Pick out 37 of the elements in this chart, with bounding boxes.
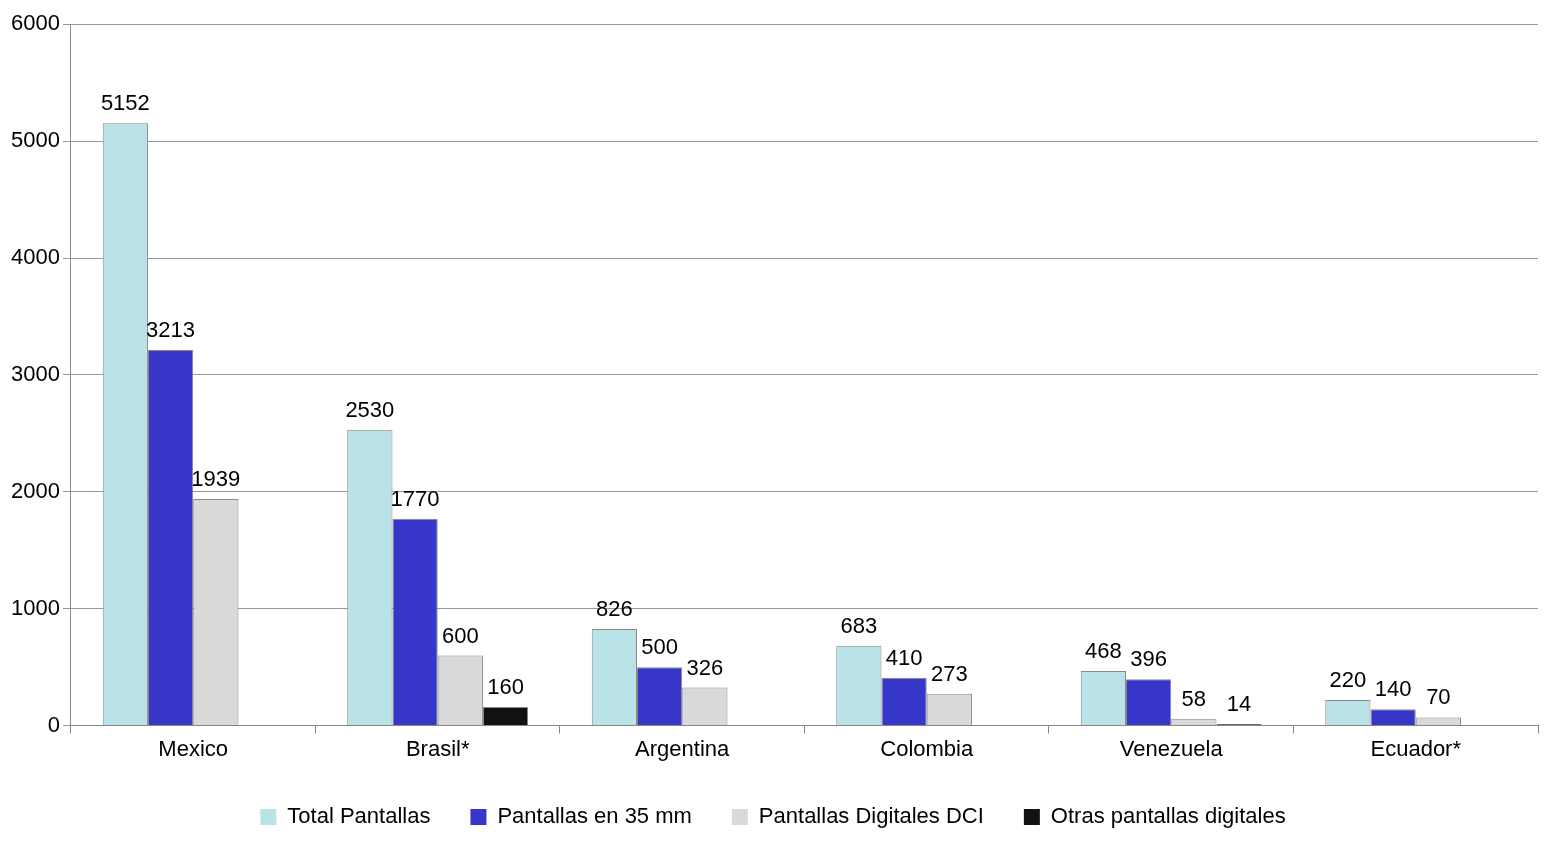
x-tick-label: Brasil* — [405, 735, 470, 761]
y-tick-label: 1000 — [10, 594, 60, 620]
y-tick-label: 2000 — [10, 477, 60, 503]
data-label: 160 — [487, 673, 524, 699]
data-label: 58 — [1181, 685, 1207, 711]
data-label: 273 — [930, 660, 968, 686]
data-label: 826 — [596, 596, 633, 622]
data-label: 410 — [885, 644, 923, 670]
data-label: 14 — [1226, 691, 1252, 717]
data-label: 468 — [1085, 637, 1122, 663]
data-label: 326 — [686, 654, 724, 680]
legend-label: Otras pantallas digitales — [1050, 803, 1286, 829]
y-tick-label: 0 — [47, 711, 60, 737]
y-tick-label: 4000 — [10, 244, 60, 270]
data-label: 600 — [441, 622, 479, 648]
data-label: 140 — [1374, 676, 1412, 702]
data-label: 396 — [1130, 646, 1167, 672]
x-tick-label: Argentina — [635, 735, 731, 761]
y-tick-label: 5000 — [10, 127, 60, 153]
data-label: 5152 — [100, 90, 150, 116]
data-label: 683 — [840, 612, 878, 638]
y-tick-label: 6000 — [10, 10, 60, 36]
x-tick-label: Colombia — [880, 735, 974, 761]
data-label: 70 — [1426, 684, 1451, 710]
data-label: 500 — [641, 634, 678, 660]
x-tick-label: Venezuela — [1119, 735, 1224, 761]
data-label: 1770 — [390, 485, 440, 511]
data-label: 3213 — [146, 317, 196, 343]
y-tick-label: 3000 — [10, 360, 60, 386]
data-label: 2530 — [345, 396, 395, 422]
legend-label: Total Pantallas — [287, 803, 431, 829]
legend-label: Pantallas en 35 mm — [497, 803, 692, 829]
x-tick-label: Ecuador* — [1370, 735, 1462, 761]
legend-label: Pantallas Digitales DCI — [758, 803, 984, 829]
x-tick-label: Mexico — [158, 735, 229, 761]
data-label: 1939 — [191, 465, 241, 491]
data-label: 220 — [1329, 666, 1367, 692]
